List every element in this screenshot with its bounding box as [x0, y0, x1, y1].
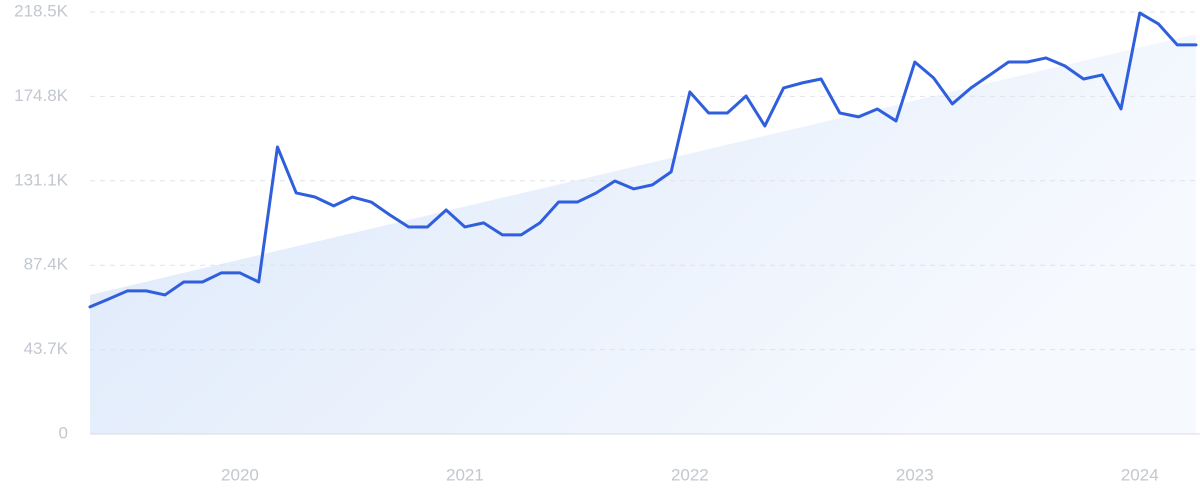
y-tick-label: 0	[59, 423, 68, 442]
y-tick-label: 43.7K	[24, 339, 69, 358]
y-tick-label: 174.8K	[14, 86, 69, 105]
y-tick-label: 87.4K	[24, 255, 69, 274]
x-tick-label: 2020	[221, 465, 259, 484]
y-tick-label: 131.1K	[14, 170, 69, 189]
y-tick-label: 218.5K	[14, 1, 69, 20]
x-tick-label: 2023	[896, 465, 934, 484]
x-tick-label: 2022	[671, 465, 709, 484]
data-line	[88, 11, 1198, 309]
x-tick-label: 2024	[1121, 465, 1159, 484]
trend-area	[90, 34, 1196, 435]
x-tick-label: 2021	[446, 465, 484, 484]
